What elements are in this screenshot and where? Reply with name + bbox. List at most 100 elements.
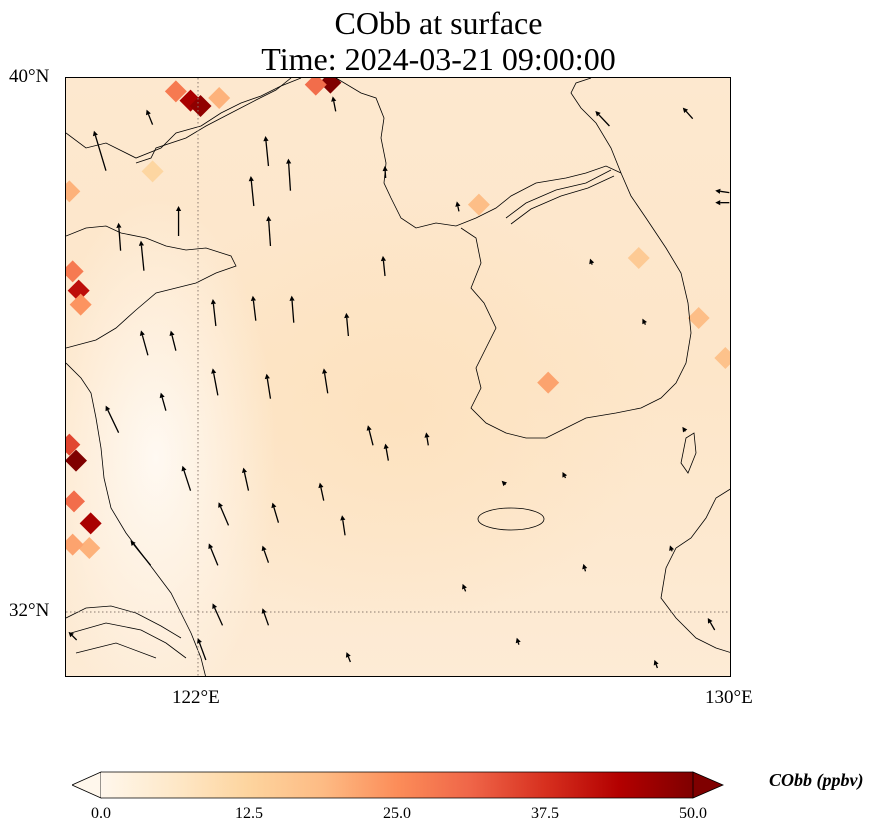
- wind-arrow: [455, 201, 461, 212]
- concentration-cell: [66, 449, 87, 472]
- wind-arrow: [159, 392, 167, 411]
- concentration-cell: [78, 537, 101, 559]
- wind-arrow: [210, 299, 217, 327]
- wind-arrow: [424, 432, 430, 446]
- wind-arrow: [208, 543, 219, 566]
- coastline-kyushu: [660, 488, 730, 653]
- concentration-cell: [627, 247, 650, 269]
- wind-arrow: [331, 96, 337, 112]
- wind-arrow: [382, 166, 388, 179]
- concentration-cell: [687, 307, 710, 329]
- concentration-cell: [537, 371, 560, 394]
- wind-arrow: [116, 222, 122, 251]
- coastlines: [66, 78, 730, 676]
- concentration-cell: [66, 260, 84, 283]
- y-tick-40N: 40°N: [9, 66, 50, 87]
- wind-arrow: [139, 330, 149, 356]
- wind-arrow: [197, 638, 207, 661]
- wind-arrow: [261, 608, 270, 626]
- wind-arrow: [266, 216, 272, 247]
- wind-arrow: [175, 206, 182, 236]
- wind-arrow: [169, 330, 177, 351]
- wind-arrow: [248, 176, 255, 207]
- wind-arrow: [715, 200, 730, 206]
- wind-arrow: [322, 368, 329, 394]
- concentration-cell: [141, 160, 164, 183]
- wind-arrow: [707, 618, 716, 631]
- y-tick-32N: 32°N: [9, 600, 50, 621]
- wind-arrow: [92, 130, 107, 171]
- coastline-china-east: [66, 362, 206, 676]
- wind-arrow: [218, 502, 230, 526]
- wind-arrow: [212, 603, 224, 626]
- wind-arrow: [682, 426, 688, 433]
- colorbar-tick: 37.5: [531, 805, 559, 822]
- wind-arrow: [271, 502, 280, 523]
- coastline-bohai-north: [66, 78, 302, 159]
- wind-arrow: [289, 295, 295, 323]
- concentration-cell: [66, 490, 85, 513]
- wind-arrow: [211, 368, 219, 396]
- concentration-cell: [467, 193, 490, 216]
- wind-arrow: [146, 109, 154, 125]
- concentration-cell: [164, 80, 187, 103]
- concentration-cell: [319, 78, 342, 94]
- colorbar: [72, 771, 724, 799]
- colorbar-label: CObb (ppbv): [769, 770, 864, 790]
- concentration-cell: [304, 78, 327, 96]
- wind-arrow: [715, 188, 730, 194]
- wind-arrow: [582, 563, 588, 572]
- jeju-island: [477, 507, 545, 531]
- coastline-korea-south-west: [460, 172, 692, 439]
- concentration-cell: [79, 512, 102, 535]
- wind-arrow: [130, 540, 152, 566]
- x-tick-122E: 122°E: [172, 687, 220, 708]
- wind-vectors: [68, 96, 730, 669]
- concentration-cell: [66, 533, 84, 556]
- colorbar-tick: 25.0: [383, 805, 411, 822]
- wind-arrow: [105, 405, 120, 433]
- wind-arrow: [344, 312, 350, 337]
- wind-arrow: [241, 467, 250, 491]
- concentration-cell: [208, 87, 231, 109]
- wind-arrow: [562, 472, 568, 479]
- concentration-cell: [66, 433, 81, 456]
- wind-arrow: [366, 425, 374, 446]
- wind-arrow: [589, 258, 595, 265]
- dmz-line: [505, 169, 615, 225]
- colorbar-extend-max: [692, 771, 724, 799]
- tsushima-island: [680, 432, 697, 474]
- wind-arrow: [263, 136, 270, 167]
- coastline-korea-west: [335, 78, 622, 229]
- wind-arrow: [462, 583, 467, 592]
- gridlines: [66, 78, 730, 676]
- map-canvas: [66, 78, 730, 676]
- wind-arrow: [380, 255, 387, 277]
- concentration-field: [66, 78, 730, 559]
- concentration-cell: [67, 279, 90, 302]
- wind-arrow: [181, 465, 192, 491]
- wind-arrow: [515, 637, 521, 645]
- wind-arrow: [501, 480, 508, 487]
- concentration-cell: [69, 293, 92, 316]
- concentration-cell: [66, 180, 81, 203]
- colorbar-tick: 50.0: [679, 805, 707, 822]
- chart-title-line2: Time: 2024-03-21 09:00:00: [261, 41, 616, 77]
- wind-arrow: [682, 107, 694, 120]
- wind-arrow: [261, 545, 270, 563]
- wind-arrow: [669, 545, 675, 552]
- wind-arrow: [340, 515, 346, 536]
- colorbar-tick: 0.0: [91, 805, 111, 822]
- wind-arrow: [595, 111, 610, 127]
- wind-arrow: [653, 659, 659, 669]
- coastline-shandong: [66, 225, 237, 349]
- coastline-liaodong: [135, 78, 292, 164]
- concentration-cell: [189, 95, 212, 117]
- wind-arrow: [383, 443, 389, 461]
- wind-arrow: [642, 318, 647, 325]
- chart-title-line1: CObb at surface: [334, 5, 543, 41]
- wind-arrow: [138, 240, 145, 271]
- yangtze-estuary: [66, 605, 187, 659]
- concentration-cell: [179, 89, 202, 112]
- wind-arrow: [264, 373, 272, 399]
